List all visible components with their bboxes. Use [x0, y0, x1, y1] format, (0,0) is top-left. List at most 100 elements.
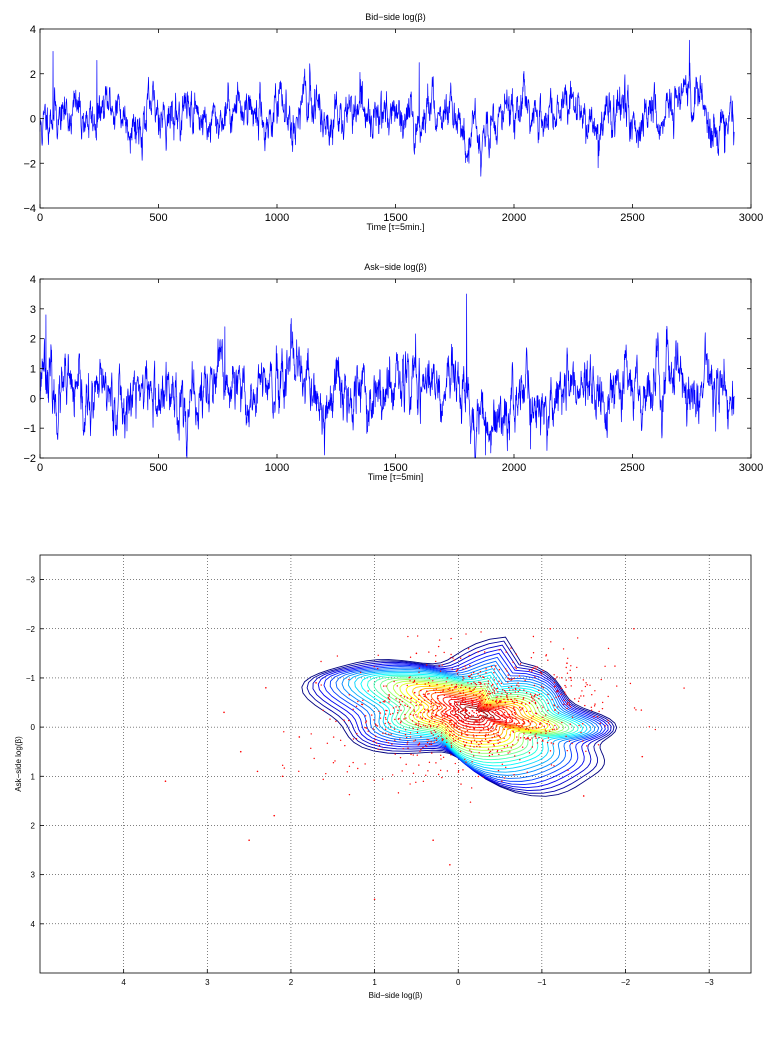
scatter-point: [487, 727, 490, 730]
scatter-point: [454, 762, 456, 765]
scatter-point: [462, 769, 464, 771]
scatter-point: [460, 703, 462, 705]
scatter-point: [633, 707, 636, 709]
scatter-point: [581, 690, 583, 692]
scatter-point: [481, 693, 483, 696]
scatter-point: [409, 680, 411, 682]
series-line: [39, 39, 735, 177]
bid-side-timeseries-panel: Bid−side log(β) 0 500 1000 1500 2000 2500 3000…: [23, 12, 763, 232]
scatter-point: [523, 720, 525, 723]
scatter-point: [485, 672, 487, 674]
scatter-point: [531, 670, 533, 672]
scatter-point: [482, 717, 485, 719]
scatter-point: [482, 694, 485, 697]
scatter-point: [415, 701, 417, 703]
scatter-point: [436, 706, 439, 708]
scatter-point: [449, 721, 451, 724]
scatter-point: [542, 706, 544, 708]
scatter-point: [344, 744, 346, 747]
scatter-point: [424, 725, 427, 727]
scatter-point: [553, 686, 556, 688]
scatter-point: [540, 671, 542, 674]
scatter-point: [441, 722, 444, 724]
scatter-point: [546, 741, 549, 744]
scatter-point: [473, 671, 475, 674]
scatter-point: [529, 710, 531, 713]
scatter-point: [443, 717, 446, 720]
scatter-point: [335, 720, 337, 723]
scatter-point: [547, 693, 549, 696]
scatter-point: [545, 732, 547, 735]
scatter-point: [409, 656, 412, 658]
scatter-point: [377, 668, 379, 670]
scatter-point: [453, 659, 456, 661]
scatter-point: [399, 722, 402, 724]
scatter-point: [505, 651, 507, 653]
scatter-point: [478, 711, 480, 714]
scatter-point: [415, 704, 417, 707]
scatter-point: [164, 780, 167, 783]
scatter-point: [473, 746, 475, 748]
scatter-point: [520, 702, 523, 705]
scatter-point: [534, 676, 536, 678]
scatter-point: [517, 739, 519, 741]
scatter-point: [445, 713, 447, 716]
scatter-point: [429, 724, 432, 727]
y-tick-label: 4: [30, 274, 36, 286]
scatter-point: [491, 736, 493, 739]
scatter-point: [453, 740, 455, 742]
scatter-point: [495, 665, 497, 667]
scatter-point: [384, 732, 387, 734]
scatter-point: [385, 685, 387, 687]
scatter-point: [461, 734, 463, 736]
scatter-point: [406, 697, 409, 699]
scatter-point: [585, 750, 587, 753]
scatter-point: [420, 748, 422, 751]
scatter-point: [389, 723, 391, 725]
scatter-point: [504, 724, 506, 726]
scatter-point: [409, 676, 411, 678]
scatter-point: [505, 766, 507, 769]
scatter-point: [449, 733, 451, 736]
scatter-point: [580, 695, 582, 697]
scatter-point: [419, 716, 422, 718]
scatter-point: [357, 767, 359, 770]
scatter-point: [325, 772, 327, 775]
scatter-point: [582, 740, 584, 742]
scatter-point: [532, 698, 534, 700]
scatter-point: [533, 699, 535, 701]
scatter-point: [550, 764, 553, 766]
scatter-point: [497, 742, 499, 745]
scatter-point: [283, 767, 286, 769]
scatter-point: [509, 727, 511, 729]
scatter-point: [471, 710, 474, 712]
scatter-point: [410, 701, 412, 703]
scatter-point: [551, 698, 553, 701]
scatter-point: [418, 694, 420, 697]
scatter-point: [374, 735, 377, 737]
scatter-point: [418, 723, 420, 725]
scatter-point: [401, 770, 403, 772]
scatter-point: [434, 715, 436, 717]
scatter-point: [437, 724, 440, 726]
scatter-point: [455, 722, 457, 724]
scatter-point: [505, 722, 508, 724]
scatter-point: [397, 792, 400, 794]
scatter-point: [454, 708, 457, 710]
scatter-point: [478, 696, 480, 699]
scatter-point: [508, 715, 510, 718]
scatter-point: [450, 745, 453, 747]
scatter-point: [364, 763, 366, 765]
scatter-point: [478, 743, 480, 746]
scatter-point: [482, 706, 485, 709]
scatter-point: [465, 761, 467, 763]
scatter-point: [475, 734, 478, 737]
scatter-point: [465, 694, 467, 696]
scatter-point: [454, 685, 456, 688]
scatter-point: [488, 754, 491, 757]
scatter-point: [427, 698, 429, 701]
scatter-point: [564, 693, 567, 695]
scatter-point: [529, 723, 531, 725]
scatter-x-axis-label: Bid−side log(β): [369, 991, 423, 1000]
scatter-point: [497, 769, 500, 772]
